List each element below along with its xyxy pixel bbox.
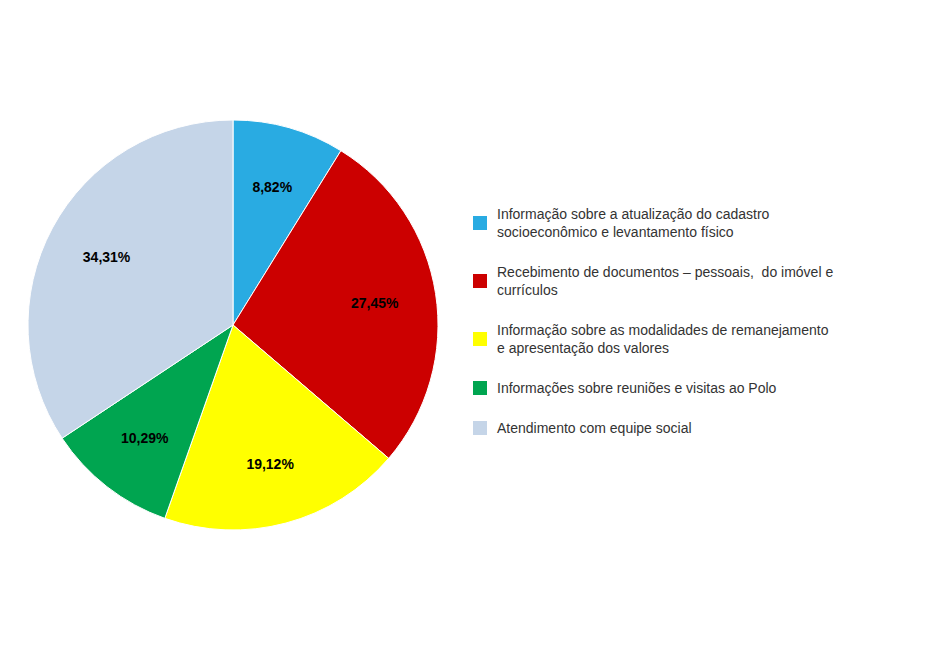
- html-text:Atendimento com equipe social: Atendimento com equipe social: [497, 419, 692, 436]
- html-text:socioeconômico e levantamento: socioeconômico e levantamento físico: [497, 223, 734, 240]
- html-text:Recebimento de documentos – pe: Recebimento de documentos – pessoais, do…: [497, 263, 834, 280]
- html-text:Informação sobre a atualização: Informação sobre a atualização do cadast…: [497, 205, 770, 222]
- svg-text:27,45%: 27,45%: [351, 295, 399, 311]
- svg-text:8,82%: 8,82%: [252, 179, 292, 195]
- html-text:Informações sobre reuniões e v: Informações sobre reuniões e visitas ao …: [497, 379, 777, 396]
- html-text:Informação sobre as modalidade: Informação sobre as modalidades de reman…: [497, 321, 829, 338]
- svg-text:10,29%: 10,29%: [121, 430, 169, 446]
- html-text:currículos: currículos: [497, 281, 558, 298]
- html-text:e apresentação dos valores: e apresentação dos valores: [497, 339, 669, 356]
- svg-text:19,12%: 19,12%: [246, 456, 294, 472]
- svg-text:34,31%: 34,31%: [83, 249, 131, 265]
